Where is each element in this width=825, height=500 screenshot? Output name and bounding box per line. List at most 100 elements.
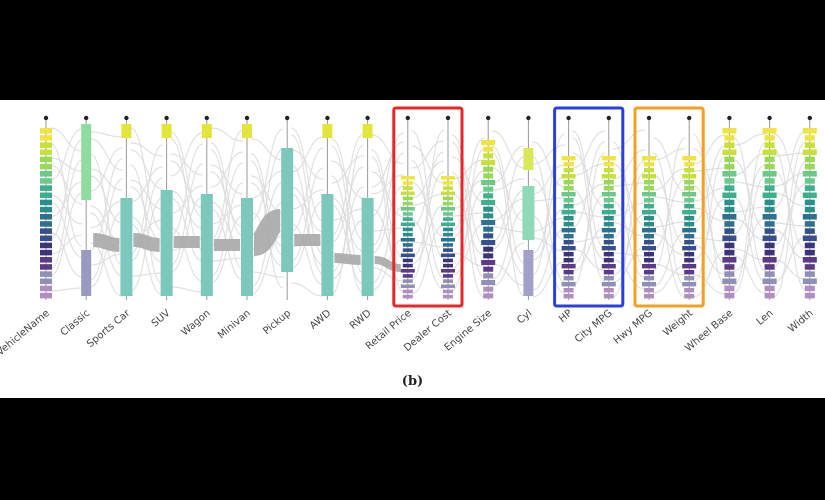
axis-label: Cyl xyxy=(515,308,534,327)
ribbon xyxy=(170,143,204,236)
axis-handle[interactable] xyxy=(84,115,89,121)
category-segment xyxy=(764,163,775,170)
ribbon xyxy=(652,137,686,192)
axis-handle[interactable] xyxy=(285,115,290,121)
category-segment xyxy=(684,258,695,263)
axis-handle[interactable] xyxy=(727,115,732,121)
ribbon xyxy=(451,193,485,256)
axis-handle[interactable] xyxy=(526,115,531,121)
highlight-box xyxy=(553,106,625,308)
category-segment xyxy=(563,234,574,239)
ribbon xyxy=(532,261,565,298)
category-segment xyxy=(402,274,413,278)
category-segment xyxy=(644,222,654,227)
ribbon xyxy=(733,133,766,146)
category-segment xyxy=(804,271,815,277)
ribbon xyxy=(572,236,605,243)
ribbon xyxy=(49,157,83,172)
category-segment xyxy=(441,284,455,289)
category-segment xyxy=(603,270,614,275)
category-segment xyxy=(561,210,576,215)
category-segment xyxy=(644,168,654,173)
axis-handle[interactable] xyxy=(405,115,410,121)
category-segment xyxy=(561,264,576,269)
ribbon xyxy=(572,211,605,218)
ribbon xyxy=(170,190,203,229)
axis-handle[interactable] xyxy=(445,115,451,121)
axis-handle[interactable] xyxy=(606,115,611,121)
ribbon xyxy=(612,182,646,187)
ribbon xyxy=(773,141,807,268)
axis-handle[interactable] xyxy=(124,115,129,121)
axis-label: AWD xyxy=(308,308,334,332)
ribbon xyxy=(331,186,364,273)
axis-handle[interactable] xyxy=(566,115,571,121)
axis-handle[interactable] xyxy=(43,115,49,121)
category-segment xyxy=(603,180,614,185)
category-segment xyxy=(802,235,817,242)
ribbon xyxy=(371,227,404,232)
ribbon xyxy=(773,236,806,283)
ribbon xyxy=(411,219,445,290)
category-segment xyxy=(802,214,817,220)
axis-handle[interactable] xyxy=(204,115,209,121)
category-segment xyxy=(603,186,614,191)
ribbon xyxy=(331,219,364,280)
category-segment xyxy=(563,180,574,185)
axis-handle[interactable] xyxy=(687,115,692,121)
category-segment xyxy=(644,234,654,239)
category-segment xyxy=(40,199,52,206)
category-segment xyxy=(682,282,697,287)
ribbon xyxy=(371,134,404,165)
axis-handle[interactable] xyxy=(486,115,491,121)
category-segment xyxy=(724,142,735,148)
axis-handle[interactable] xyxy=(244,115,250,121)
category-segment xyxy=(722,149,737,156)
axis-handle[interactable] xyxy=(164,115,169,121)
ribbon xyxy=(693,251,726,298)
axis-sports-car[interactable]: Sports Car xyxy=(85,115,133,350)
ribbon xyxy=(291,193,324,266)
ribbon xyxy=(733,248,766,261)
axis-handle[interactable] xyxy=(646,115,652,121)
category-segment xyxy=(802,192,817,199)
category-segment xyxy=(443,181,453,185)
axis-handle[interactable] xyxy=(767,115,772,121)
axis-vehiclename[interactable]: VehicleName xyxy=(0,115,52,358)
ribbon xyxy=(532,217,565,232)
axis-rwd[interactable]: RWD xyxy=(348,115,374,332)
axis-handle[interactable] xyxy=(365,115,370,121)
ribbon xyxy=(612,160,646,239)
category-segment xyxy=(644,162,654,167)
axis-handle[interactable] xyxy=(807,115,812,121)
ribbon xyxy=(572,141,606,228)
ribbon xyxy=(49,234,83,255)
category-segment xyxy=(400,176,415,180)
axis-hp[interactable]: HP xyxy=(557,115,576,325)
ribbon xyxy=(451,156,485,203)
ribbon xyxy=(170,132,203,177)
category-segment xyxy=(684,180,695,185)
ribbon xyxy=(49,164,83,205)
category-segment xyxy=(483,206,494,212)
ribbon xyxy=(290,127,324,222)
ribbon xyxy=(331,166,364,243)
ribbon xyxy=(491,145,525,264)
category-segment xyxy=(802,257,817,263)
ribbon xyxy=(451,190,485,269)
category-segment xyxy=(804,206,815,213)
category-segment xyxy=(644,258,654,263)
ribbon xyxy=(652,179,686,250)
category-segment xyxy=(644,288,654,293)
ribbon xyxy=(773,161,807,298)
ribbon xyxy=(90,168,123,191)
category-segment xyxy=(682,228,697,233)
axis-cyl[interactable]: Cyl xyxy=(515,115,535,327)
ribbon xyxy=(130,142,163,157)
axis-handle[interactable] xyxy=(325,115,330,121)
ribbon xyxy=(210,127,244,142)
category-segment xyxy=(443,243,453,247)
category-segment xyxy=(40,292,52,299)
category-segment xyxy=(802,278,817,285)
ribbon xyxy=(451,223,485,276)
